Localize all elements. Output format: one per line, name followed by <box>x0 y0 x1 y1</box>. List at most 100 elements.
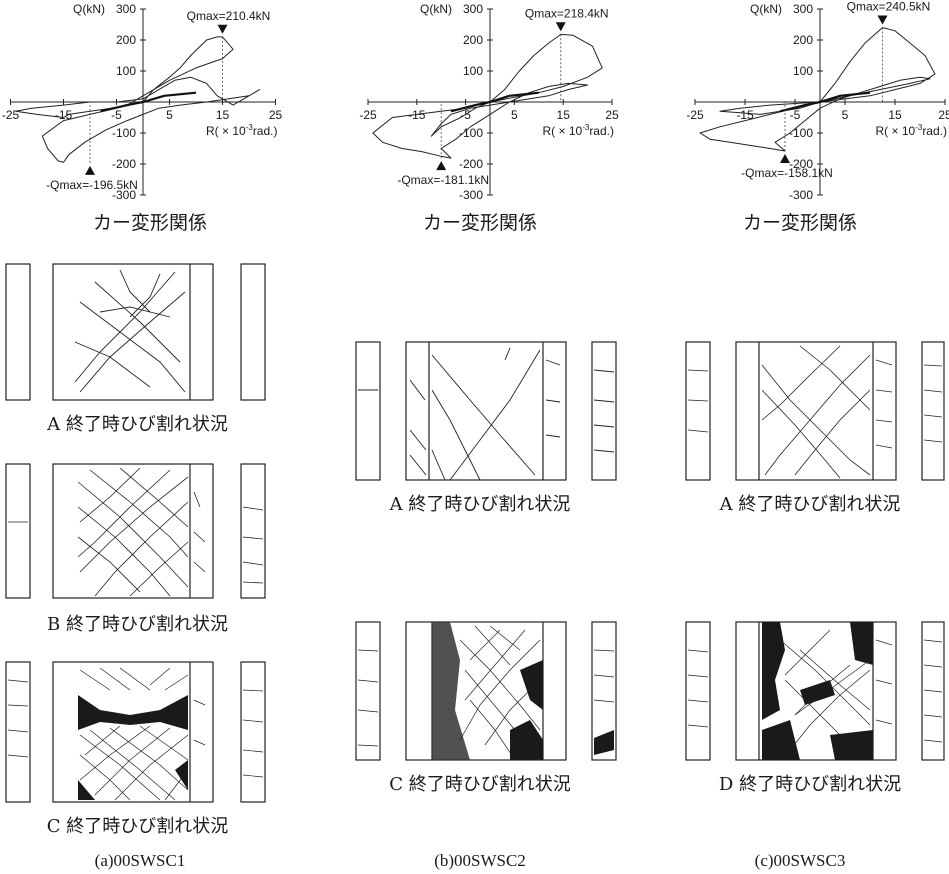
peak-marker-up <box>85 165 95 175</box>
y-axis-label: Q(kN) <box>420 2 452 16</box>
crushed-zone <box>78 695 188 730</box>
inner-loop <box>779 91 871 113</box>
y-tick-label: 100 <box>793 64 813 78</box>
column-strip-right <box>921 621 945 761</box>
crack-lines <box>687 629 943 751</box>
x-tick-label: 5 <box>842 108 849 122</box>
wall-frame <box>405 621 567 761</box>
x-tick-label: 5 <box>166 108 173 122</box>
specimen-column-a: -25 -15 -5 5 15 25 300 200 100 -100 -200 -300 Q(kN) R… <box>0 0 300 874</box>
crack-caption: B 終了時ひび割れ状況 <box>47 614 228 635</box>
plot-title: カー変形関係 <box>742 212 857 234</box>
column-strip-right <box>591 621 617 761</box>
crack-lines <box>357 625 615 761</box>
x-tick-label: 15 <box>557 108 571 122</box>
crack-lines <box>7 667 264 801</box>
column-strip-left <box>5 463 31 599</box>
crack-caption: D 終了時ひび割れ状況 <box>718 774 902 795</box>
y-tick-label: -300 <box>789 188 813 202</box>
crushed-zone <box>594 730 614 755</box>
specimen-label: (a)00SWSC1 <box>94 851 186 870</box>
y-tick-label: 300 <box>793 2 813 16</box>
column-strip-left <box>685 341 711 481</box>
crushed-zone <box>850 622 873 665</box>
specimen-label: (b)00SWSC2 <box>434 851 526 870</box>
crack-diagram-d <box>680 620 948 762</box>
x-tick-label: 25 <box>605 108 619 122</box>
peak-marker-up <box>780 154 790 164</box>
x-tick-label: 5 <box>511 108 518 122</box>
wall-frame <box>52 661 214 803</box>
load-deformation-plot: -25 -15 -5 5 15 25 300 200 100 -100 -200 -300 Q(kN) R… <box>650 0 949 210</box>
x-tick-label: -15 <box>55 108 73 122</box>
crack-diagram-a <box>680 340 948 482</box>
x-axis-label: R( × 10-3rad.) <box>543 123 615 138</box>
inner-loop <box>100 91 197 113</box>
wall-frame <box>405 341 567 481</box>
x-tick-label: -5 <box>111 108 122 122</box>
specimen-label: (c)00SWSC3 <box>754 851 846 870</box>
peak-marker-up <box>436 161 447 171</box>
column-strip-right <box>240 463 266 599</box>
crushed-zone <box>432 622 470 760</box>
plot-title: カー変形関係 <box>422 212 537 234</box>
crack-caption: A 終了時ひび割れ状況 <box>719 494 901 515</box>
crack-lines <box>687 345 943 479</box>
crack-diagram-c <box>350 620 630 762</box>
peak-marker-down <box>555 22 566 32</box>
y-tick-label: -200 <box>789 157 813 171</box>
qmax-positive-label: Qmax=240.5kN <box>847 0 931 13</box>
wall-frame <box>52 263 214 401</box>
peak-marker-down <box>217 24 228 34</box>
y-tick-label: 200 <box>793 33 813 47</box>
x-tick-label: 25 <box>269 108 283 122</box>
load-deformation-plot: -25 -15 -5 5 15 25 300 200 100 -100 -200 -300 Q(kN) R… <box>330 0 630 210</box>
y-tick-label: -300 <box>459 188 483 202</box>
crack-diagram-a <box>350 340 630 482</box>
column-strip-left <box>5 661 31 803</box>
column-strip-left <box>685 621 711 761</box>
y-tick-label: -200 <box>112 157 136 171</box>
y-tick-label: -100 <box>459 126 483 140</box>
y-tick-label: 100 <box>463 64 483 78</box>
y-tick-label: -300 <box>112 188 136 202</box>
inner-loop <box>450 91 539 113</box>
crack-diagram-b <box>0 462 275 600</box>
y-axis-label: Q(kN) <box>750 2 782 16</box>
y-tick-label: 200 <box>116 33 136 47</box>
x-axis-label: R( × 10-3rad.) <box>876 123 948 138</box>
column-strip-right <box>921 341 945 481</box>
crack-caption: A 終了時ひび割れ状況 <box>389 494 571 515</box>
peak-marker-down <box>877 15 888 25</box>
crack-lines <box>8 467 264 597</box>
x-tick-label: 25 <box>938 108 949 122</box>
qmax-negative-label: -Qmax=-196.5kN <box>46 178 138 192</box>
x-tick-label: -25 <box>686 108 704 122</box>
x-tick-label: -25 <box>2 108 20 122</box>
load-deformation-plot: -25 -15 -5 5 15 25 300 200 100 -100 -200 -300 Q(kN) R… <box>0 0 300 210</box>
load-deformation-chart: -25 -15 -5 5 15 25 300 200 100 -100 -200 -300 Q(kN) R… <box>2 2 283 202</box>
qmax-negative-label: -Qmax=-181.1kN <box>397 173 489 187</box>
crushed-zone <box>762 720 873 760</box>
specimen-column-c: -25 -15 -5 5 15 25 300 200 100 -100 -200 -300 Q(kN) R… <box>650 0 949 874</box>
x-tick-label: -15 <box>736 108 754 122</box>
x-axis-label: R( × 10-3rad.) <box>206 123 278 138</box>
specimen-column-b: -25 -15 -5 5 15 25 300 200 100 -100 -200 -300 Q(kN) R… <box>330 0 630 874</box>
x-tick-label: 15 <box>216 108 230 122</box>
load-deformation-chart: -25 -15 -5 5 15 25 300 200 100 -100 -200 -300 Q(kN) R… <box>359 2 619 202</box>
column-strip-left <box>355 621 381 761</box>
x-tick-label: -25 <box>359 108 377 122</box>
plot-title: カー変形関係 <box>92 212 207 234</box>
y-tick-label: -200 <box>459 157 483 171</box>
qmax-positive-label: Qmax=218.4kN <box>525 6 609 20</box>
crushed-zone <box>510 660 543 760</box>
wall-frame <box>735 341 897 481</box>
hysteresis-curve <box>15 36 261 163</box>
crushed-zone <box>78 760 188 800</box>
column-strip-right <box>240 661 266 803</box>
crack-caption: C 終了時ひび割れ状況 <box>46 816 229 837</box>
x-tick-label: -15 <box>408 108 426 122</box>
crack-lines <box>74 269 186 393</box>
column-strip-right <box>591 341 617 481</box>
qmax-positive-label: Qmax=210.4kN <box>187 9 271 23</box>
